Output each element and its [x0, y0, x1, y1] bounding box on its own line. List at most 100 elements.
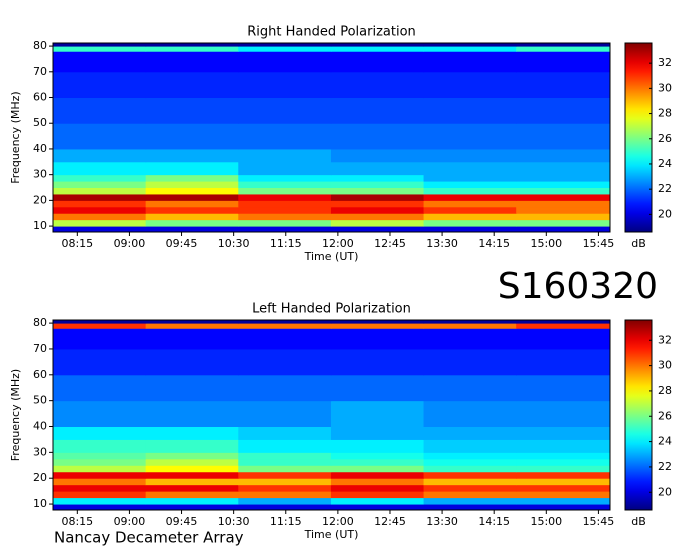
heat-cell — [145, 226, 239, 233]
heat-cell — [53, 348, 147, 376]
x-tick-label: 15:45 — [583, 515, 615, 528]
heat-cell — [145, 161, 239, 176]
colorbar-tick-label: 26 — [658, 409, 672, 422]
heat-cell — [145, 491, 239, 499]
heat-cell — [423, 187, 517, 195]
heat-cell — [516, 323, 611, 329]
x-tick-label: 09:45 — [166, 237, 198, 250]
heat-cell — [145, 478, 239, 486]
heat-cell — [238, 200, 332, 208]
heat-cell — [516, 181, 611, 189]
heat-cell — [145, 97, 239, 124]
heat-cell — [238, 213, 332, 221]
heat-cell — [238, 226, 332, 233]
heat-cell — [238, 348, 332, 376]
y-axis-label: Frequency (MHz) — [9, 91, 22, 183]
heat-cell — [145, 71, 239, 99]
heat-cell — [238, 323, 332, 329]
heat-cell — [330, 219, 425, 227]
heat-cell — [145, 328, 239, 350]
y-tick-label: 10 — [33, 497, 47, 510]
heat-cell — [145, 123, 239, 150]
heat-cell — [516, 71, 611, 99]
heat-cell — [423, 471, 517, 479]
heat-cell — [516, 348, 611, 376]
x-tick-label: 13:30 — [426, 237, 458, 250]
heat-cell — [516, 439, 611, 453]
heat-cell — [238, 161, 332, 176]
x-tick-label: 14:15 — [478, 515, 510, 528]
heat-cell — [238, 426, 332, 440]
colorbar-tick-label: 30 — [658, 359, 672, 372]
y-axis-label: Frequency (MHz) — [9, 369, 22, 461]
heat-cell — [145, 439, 239, 453]
x-tick-label: 15:45 — [583, 237, 615, 250]
x-tick-label: 14:15 — [478, 237, 510, 250]
heat-cell — [53, 374, 147, 402]
heat-cell — [516, 328, 611, 350]
colorbar-tick-label: 26 — [658, 132, 672, 145]
heat-cell — [423, 323, 517, 329]
y-tick-label: 50 — [33, 394, 47, 407]
x-axis-label: Time (UT) — [304, 250, 359, 263]
heat-cell — [423, 226, 517, 233]
heat-cell — [145, 497, 239, 505]
heat-cell — [238, 206, 332, 214]
heat-cell — [423, 452, 517, 460]
y-tick-label: 80 — [33, 39, 47, 52]
heat-cell — [330, 193, 425, 201]
x-axis-label: Time (UT) — [304, 528, 359, 541]
heat-cell — [145, 458, 239, 466]
y-tick-label: 30 — [33, 168, 47, 181]
heat-cell — [516, 452, 611, 460]
heat-cell — [53, 458, 147, 466]
heat-cell — [330, 504, 425, 511]
heat-cell — [145, 193, 239, 201]
heat-cell — [516, 200, 611, 208]
heat-cell — [53, 452, 147, 460]
heat-cell — [516, 226, 611, 233]
heat-cell — [330, 471, 425, 479]
heat-cell — [238, 97, 332, 124]
heat-cell — [53, 491, 147, 499]
heat-cell — [330, 46, 425, 52]
x-tick-label: 10:30 — [218, 515, 250, 528]
x-tick-label: 15:00 — [530, 515, 562, 528]
heat-cell — [423, 46, 517, 52]
heat-cell — [238, 51, 332, 73]
x-tick-label: 11:15 — [270, 237, 302, 250]
x-tick-label: 09:45 — [166, 515, 198, 528]
colorbar-tick-label: 24 — [658, 435, 672, 448]
heat-cell — [53, 200, 147, 208]
heat-cell — [330, 97, 425, 124]
heat-cell — [330, 187, 425, 195]
heat-cell — [330, 43, 425, 47]
heat-cell — [238, 328, 332, 350]
heat-cell — [238, 148, 332, 163]
heat-cell — [516, 491, 611, 499]
heat-cell — [423, 504, 517, 511]
heat-cell — [330, 491, 425, 499]
colorbar-tick-label: 28 — [658, 384, 672, 397]
heat-cell — [53, 323, 147, 329]
plot-frame — [52, 42, 611, 233]
heat-cell — [53, 206, 147, 214]
heat-cell — [238, 219, 332, 227]
heat-cell — [145, 181, 239, 189]
heat-cell — [238, 400, 332, 428]
heat-cell — [330, 206, 425, 214]
heat-cell — [238, 374, 332, 402]
heat-cell — [423, 458, 517, 466]
heat-cell — [53, 97, 147, 124]
heat-cell — [145, 187, 239, 195]
heat-cell — [330, 323, 425, 329]
heat-cell — [330, 161, 425, 176]
heat-cell — [516, 148, 611, 163]
y-tick-label: 60 — [33, 368, 47, 381]
heat-cell — [516, 213, 611, 221]
plot-frame — [52, 319, 611, 511]
heat-cell — [53, 478, 147, 486]
heat-cell — [238, 484, 332, 492]
heat-cell — [145, 148, 239, 163]
